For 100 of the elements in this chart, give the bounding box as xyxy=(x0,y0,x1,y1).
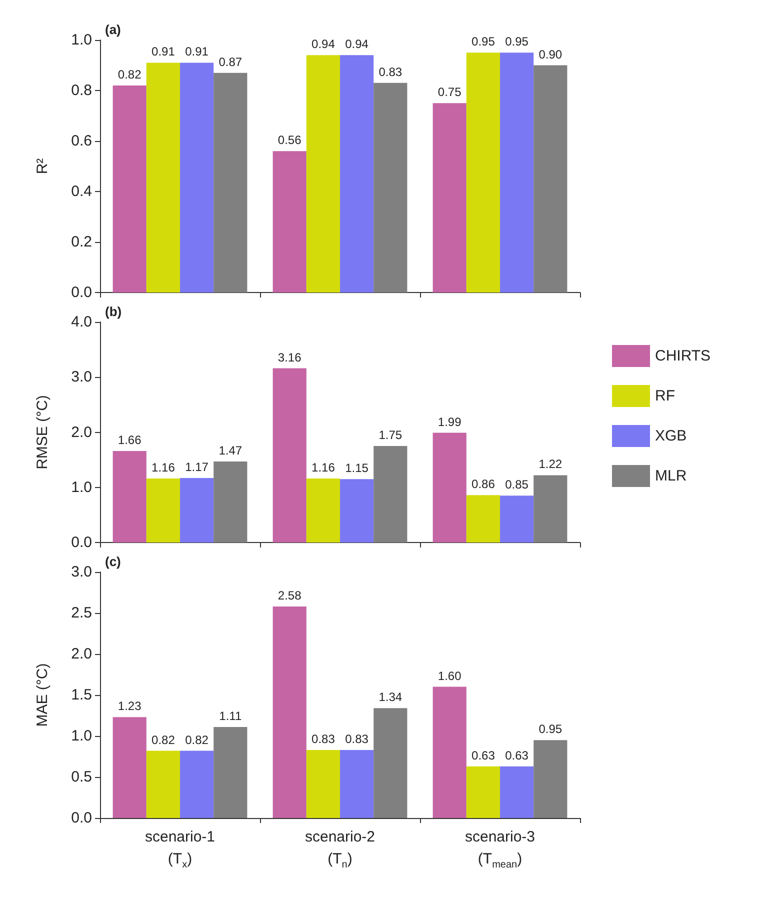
data-label: 1.11 xyxy=(219,708,242,723)
y-tick-label: 0.0 xyxy=(71,534,92,551)
y-tick-label: 0.0 xyxy=(71,284,92,301)
data-label: 0.87 xyxy=(218,54,242,69)
y-tick-label: 0.8 xyxy=(71,82,92,99)
data-label: 0.63 xyxy=(505,748,529,762)
bar xyxy=(306,750,340,818)
bar xyxy=(180,750,214,818)
data-label: 0.82 xyxy=(118,67,142,82)
chart-title: (b) xyxy=(105,304,122,319)
bar xyxy=(432,103,466,292)
data-label: 0.85 xyxy=(505,478,529,492)
bar xyxy=(306,478,340,542)
bar xyxy=(374,446,408,542)
bar xyxy=(534,475,568,542)
data-label: 0.90 xyxy=(538,47,562,62)
data-label: 1.66 xyxy=(118,432,142,447)
bar xyxy=(112,717,146,818)
bar xyxy=(146,750,180,818)
data-label: 0.83 xyxy=(312,732,336,746)
legend-label: XGB xyxy=(655,428,687,444)
bar xyxy=(272,368,306,542)
y-tick-label: 1.0 xyxy=(71,32,92,48)
data-label: 0.95 xyxy=(538,722,562,736)
bar xyxy=(534,65,568,292)
y-tick-label: 2.0 xyxy=(71,646,92,662)
bar xyxy=(374,708,408,818)
bar xyxy=(214,72,248,292)
bar xyxy=(432,432,466,542)
legend-label: RF xyxy=(655,388,675,404)
data-label: 1.22 xyxy=(538,457,562,472)
y-tick-label: 4.0 xyxy=(71,314,92,330)
y-tick-label: 0.0 xyxy=(71,810,92,826)
bar xyxy=(272,151,306,292)
bar xyxy=(432,686,466,818)
bar xyxy=(340,479,374,542)
y-tick-label: 1.5 xyxy=(71,686,92,704)
y-axis-title: R² xyxy=(34,158,51,174)
data-label: 0.95 xyxy=(472,34,496,49)
data-label: 0.75 xyxy=(438,85,462,100)
y-tick-label: 0.2 xyxy=(71,234,92,250)
bar xyxy=(466,766,500,818)
data-label: 3.16 xyxy=(278,350,302,364)
data-label: 0.91 xyxy=(152,44,176,59)
bar xyxy=(534,740,568,818)
bar xyxy=(180,478,214,542)
data-label: 0.91 xyxy=(185,44,209,59)
data-label: 0.82 xyxy=(152,732,176,747)
bar xyxy=(112,450,146,542)
data-label: 0.56 xyxy=(278,133,302,148)
chart-title: (c) xyxy=(105,554,121,569)
bar xyxy=(500,496,534,542)
data-label: 0.63 xyxy=(472,748,496,762)
data-label: 1.16 xyxy=(152,460,176,475)
bar xyxy=(340,750,374,818)
bar xyxy=(466,495,500,542)
data-label: 0.83 xyxy=(345,732,369,746)
data-label: 1.15 xyxy=(345,461,369,476)
data-label: 1.60 xyxy=(438,668,462,683)
y-tick-label: 2.5 xyxy=(71,604,92,622)
y-tick-label: 0.6 xyxy=(71,132,92,150)
data-label: 0.94 xyxy=(312,37,336,52)
data-label: 0.82 xyxy=(185,732,209,747)
y-tick-label: 3.0 xyxy=(71,564,92,580)
data-label: 1.75 xyxy=(378,428,402,442)
bar xyxy=(112,85,146,292)
y-axis-title: MAE (°C) xyxy=(34,663,51,727)
data-label: 1.99 xyxy=(438,414,462,429)
y-axis-title: RMSE (°C) xyxy=(34,395,51,470)
bar xyxy=(214,461,248,542)
legend-label: CHIRTS xyxy=(655,348,711,364)
bar xyxy=(180,62,214,292)
data-label: 1.17 xyxy=(185,460,209,474)
bar xyxy=(272,606,306,818)
data-label: 0.94 xyxy=(345,37,369,52)
y-tick-label: 0.4 xyxy=(71,183,92,200)
bar xyxy=(466,52,500,292)
y-tick-label: 1.0 xyxy=(71,728,92,744)
data-label: 0.83 xyxy=(378,64,402,79)
bar xyxy=(340,55,374,292)
data-label: 0.95 xyxy=(505,34,529,49)
bar xyxy=(500,52,534,292)
bar xyxy=(146,62,180,292)
y-tick-label: 0.5 xyxy=(71,768,92,786)
legend-label: MLR xyxy=(655,468,687,484)
bar xyxy=(146,478,180,542)
y-tick-label: 2.0 xyxy=(71,424,92,441)
data-label: 1.16 xyxy=(312,460,336,475)
data-label: 0.86 xyxy=(472,477,496,492)
y-tick-label: 3.0 xyxy=(71,368,92,386)
data-label: 1.47 xyxy=(218,443,242,458)
bar xyxy=(214,726,248,818)
bar xyxy=(500,766,534,818)
data-label: 1.34 xyxy=(378,690,402,704)
bar xyxy=(374,82,408,292)
data-label: 2.58 xyxy=(278,588,302,602)
y-tick-label: 1.0 xyxy=(71,478,92,496)
data-label: 1.23 xyxy=(118,699,142,714)
bar xyxy=(306,55,340,292)
chart-title: (a) xyxy=(105,22,121,37)
